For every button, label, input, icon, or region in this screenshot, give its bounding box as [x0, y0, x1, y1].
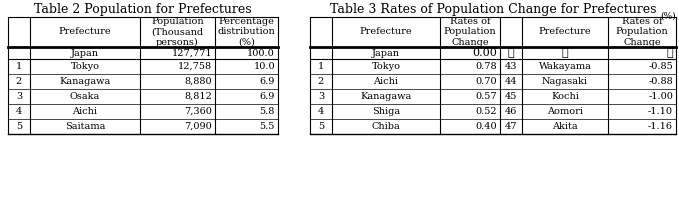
Text: 12,758: 12,758 [178, 62, 212, 71]
Text: 100.0: 100.0 [247, 49, 275, 58]
Text: 47: 47 [504, 122, 517, 131]
Text: 4: 4 [16, 107, 22, 116]
Text: Aichi: Aichi [73, 107, 98, 116]
Text: 4: 4 [318, 107, 324, 116]
Text: 3: 3 [318, 92, 324, 101]
Text: Tokyo: Tokyo [71, 62, 100, 71]
Text: 3: 3 [16, 92, 22, 101]
Text: 6.9: 6.9 [259, 92, 275, 101]
Text: ⋮: ⋮ [666, 48, 673, 58]
Text: 8,880: 8,880 [185, 77, 212, 86]
Text: 0.57: 0.57 [475, 92, 497, 101]
Text: Table 2 Population for Prefectures: Table 2 Population for Prefectures [34, 3, 252, 16]
Text: Prefecture: Prefecture [360, 28, 412, 37]
Text: -0.85: -0.85 [648, 62, 673, 71]
Text: Rates of
Population
Change: Rates of Population Change [616, 17, 668, 47]
Text: 5.5: 5.5 [259, 122, 275, 131]
Text: 8,812: 8,812 [184, 92, 212, 101]
Text: Table 3 Rates of Population Change for Prefectures: Table 3 Rates of Population Change for P… [330, 3, 656, 16]
Text: Japan: Japan [71, 49, 99, 58]
Text: 43: 43 [504, 62, 517, 71]
Text: -1.10: -1.10 [648, 107, 673, 116]
Text: Aomori: Aomori [547, 107, 583, 116]
Text: Japan: Japan [372, 49, 400, 58]
Text: 2: 2 [16, 77, 22, 86]
Text: Percentage
distribution
(%): Percentage distribution (%) [218, 17, 276, 47]
Text: -1.00: -1.00 [648, 92, 673, 101]
Text: Chiba: Chiba [371, 122, 401, 131]
Text: Rates of
Population
Change: Rates of Population Change [443, 17, 496, 47]
Text: Prefecture: Prefecture [538, 28, 591, 37]
Text: ⋮: ⋮ [508, 48, 514, 58]
Text: -0.88: -0.88 [648, 77, 673, 86]
Text: Shiga: Shiga [372, 107, 400, 116]
Text: 1: 1 [318, 62, 324, 71]
Text: Kochi: Kochi [551, 92, 579, 101]
Text: 6.9: 6.9 [259, 77, 275, 86]
Text: Tokyo: Tokyo [371, 62, 401, 71]
Text: Akita: Akita [552, 122, 578, 131]
Text: 5: 5 [16, 122, 22, 131]
Text: Wakayama: Wakayama [538, 62, 591, 71]
Text: 10.0: 10.0 [253, 62, 275, 71]
Text: Nagasaki: Nagasaki [542, 77, 588, 86]
Text: 1: 1 [16, 62, 22, 71]
Text: 5.8: 5.8 [259, 107, 275, 116]
Text: 5: 5 [318, 122, 324, 131]
Text: 0.00: 0.00 [472, 48, 497, 58]
Text: 46: 46 [504, 107, 517, 116]
Text: 45: 45 [504, 92, 517, 101]
Text: Kanagawa: Kanagawa [59, 77, 111, 86]
Text: 127,771: 127,771 [171, 49, 212, 58]
Text: 0.40: 0.40 [475, 122, 497, 131]
Text: Aichi: Aichi [373, 77, 399, 86]
Text: 0.78: 0.78 [475, 62, 497, 71]
Text: Osaka: Osaka [70, 92, 100, 101]
Text: 7,360: 7,360 [184, 107, 212, 116]
Text: (%): (%) [660, 12, 676, 21]
Text: 7,090: 7,090 [184, 122, 212, 131]
Text: Prefecture: Prefecture [58, 28, 111, 37]
Text: 0.70: 0.70 [475, 77, 497, 86]
Text: ⋮: ⋮ [562, 48, 568, 58]
Text: 44: 44 [504, 77, 517, 86]
Text: 2: 2 [318, 77, 324, 86]
Text: Kanagawa: Kanagawa [361, 92, 411, 101]
Text: -1.16: -1.16 [648, 122, 673, 131]
Text: Saitama: Saitama [65, 122, 105, 131]
Text: Population
(Thousand
persons): Population (Thousand persons) [151, 17, 204, 47]
Text: 0.52: 0.52 [475, 107, 497, 116]
